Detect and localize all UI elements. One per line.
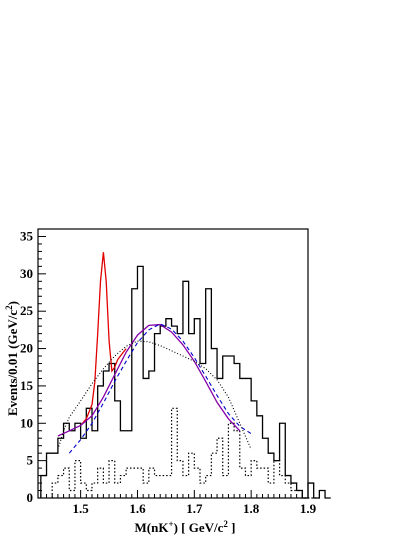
y-tick-label: 10 <box>20 415 33 430</box>
y-tick-label: 25 <box>20 303 34 318</box>
background-histogram <box>51 407 320 499</box>
x-axis-title: M(nK+) [ GeV/c2 ] <box>135 519 236 535</box>
background-shape-curve <box>57 340 252 450</box>
y-tick-label: 5 <box>27 453 34 468</box>
y-tick-label: 35 <box>20 228 34 243</box>
plot-frame <box>37 228 309 499</box>
x-tick-label: 1.6 <box>129 501 146 516</box>
y-tick-label: 30 <box>20 266 33 281</box>
y-axis-title: Events/0.01 (GeV/c2) <box>4 301 20 416</box>
x-tick-label: 1.9 <box>300 501 317 516</box>
fit-curves-layer <box>57 252 252 454</box>
axis-ticks: 0 5 10 15 20 25 30 35 1.5 1.6 1.7 1.8 1.9 <box>20 228 317 516</box>
y-tick-label: 15 <box>20 378 34 393</box>
x-tick-label: 1.7 <box>186 501 203 516</box>
histogram-layer <box>40 265 331 499</box>
x-tick-label: 1.8 <box>243 501 260 516</box>
data-histogram <box>40 265 331 499</box>
y-tick-label: 20 <box>20 341 33 356</box>
fit-peak-curve <box>80 252 127 426</box>
fit-background-curve <box>57 323 241 437</box>
x-tick-label: 1.5 <box>73 501 90 516</box>
phase-space-curve <box>68 323 252 454</box>
y-tick-label: 0 <box>27 490 34 505</box>
